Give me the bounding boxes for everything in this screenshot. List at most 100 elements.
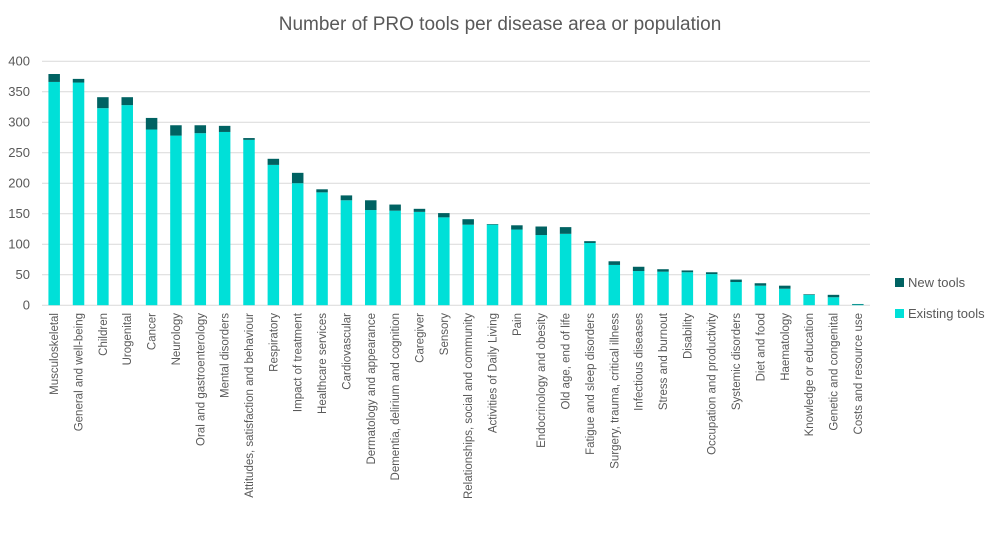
x-tick-label-8: Attitudes, satisfaction and behaviour xyxy=(244,313,256,498)
y-tick-label-400: 400 xyxy=(8,54,30,69)
bar-new-21 xyxy=(559,227,572,234)
x-tick-label-30: Haematology xyxy=(780,313,792,381)
y-tick-label-200: 200 xyxy=(8,176,30,191)
x-tick-label-17: Relationships, social and community xyxy=(463,313,475,499)
bar-new-18 xyxy=(486,224,499,225)
x-tick-label-29: Diet and food xyxy=(755,313,767,381)
legend-label-existing-tools: Existing tools xyxy=(908,305,985,321)
x-tick-label-12: Cardiovascular xyxy=(341,313,353,390)
bar-existing-18 xyxy=(486,224,499,306)
y-tick-label-0: 0 xyxy=(23,298,30,313)
x-tick-label-16: Sensory xyxy=(439,313,451,355)
x-tick-label-15: Caregiver xyxy=(414,313,426,363)
bar-new-4 xyxy=(145,117,158,130)
bar-existing-5 xyxy=(170,135,182,306)
x-tick-label-7: Mental disorders xyxy=(220,313,232,398)
legend-item-existing-tools: Existing tools xyxy=(895,303,985,323)
x-tick-label-9: Respiratory xyxy=(268,313,280,372)
bar-new-30 xyxy=(779,285,791,289)
bar-existing-12 xyxy=(340,200,353,306)
bar-new-31 xyxy=(803,294,815,295)
legend-label-new-tools: New tools xyxy=(908,274,966,290)
x-tick-label-27: Occupation and productivity xyxy=(707,313,719,455)
bar-existing-29 xyxy=(754,285,767,306)
bar-new-7 xyxy=(218,125,231,132)
bar-new-0 xyxy=(48,74,60,82)
bar-existing-0 xyxy=(48,81,60,306)
y-tick-label-300: 300 xyxy=(8,115,30,130)
bar-existing-16 xyxy=(438,217,450,306)
bar-new-11 xyxy=(316,189,328,193)
bar-existing-4 xyxy=(145,129,158,306)
x-tick-label-26: Disability xyxy=(682,313,694,359)
x-tick-label-21: Old age, end of life xyxy=(561,313,573,410)
bar-existing-1 xyxy=(72,82,85,306)
legend-item-new-tools: New tools xyxy=(895,272,985,292)
bar-new-10 xyxy=(291,172,304,184)
y-axis-ticks: 0 50 100 150 200 250 300 350 400 xyxy=(8,54,30,313)
bars xyxy=(48,74,864,306)
bar-existing-6 xyxy=(194,133,207,306)
bar-existing-3 xyxy=(121,105,133,306)
x-tick-label-33: Costs and resource use xyxy=(853,313,865,434)
y-tick-label-250: 250 xyxy=(8,145,30,160)
bar-new-14 xyxy=(389,204,401,211)
bar-existing-8 xyxy=(243,139,255,306)
bar-existing-26 xyxy=(681,272,694,306)
x-tick-label-4: Cancer xyxy=(147,313,159,350)
bar-existing-17 xyxy=(462,224,474,306)
x-tick-label-20: Endocrinology and obesity xyxy=(536,313,548,448)
bar-new-22 xyxy=(584,241,596,243)
x-tick-label-13: Dermatology and appearance xyxy=(366,313,378,465)
bar-new-27 xyxy=(705,272,718,275)
x-tick-label-23: Surgery, trauma, critical illness xyxy=(609,313,621,469)
bar-existing-22 xyxy=(584,242,596,306)
bar-new-1 xyxy=(72,78,85,83)
bar-existing-15 xyxy=(413,211,426,306)
bar-new-17 xyxy=(462,219,474,225)
chart-title: Number of PRO tools per disease area or … xyxy=(278,14,722,35)
bar-new-32 xyxy=(827,294,840,298)
bar-existing-2 xyxy=(97,108,109,306)
legend: New tools Existing tools xyxy=(895,272,985,334)
x-tick-label-19: Pain xyxy=(512,313,524,336)
bar-new-2 xyxy=(97,97,109,109)
bar-new-8 xyxy=(243,138,255,140)
bar-new-24 xyxy=(632,266,645,272)
bar-existing-33 xyxy=(852,304,864,306)
x-tick-label-22: Fatigue and sleep disorders xyxy=(585,313,597,455)
x-tick-label-6: Oral and gastroenterology xyxy=(195,313,207,446)
x-tick-label-10: Impact of treatment xyxy=(293,312,305,412)
x-tick-label-25: Stress and burnout xyxy=(658,312,670,410)
x-tick-label-14: Dementia, delirium and cognition xyxy=(390,313,402,480)
x-tick-label-31: Knowledge or education xyxy=(804,313,816,436)
gridlines xyxy=(42,60,870,306)
x-tick-label-32: Genetic and congenital xyxy=(828,313,840,431)
x-tick-label-28: Systemic disorders xyxy=(731,313,743,410)
bar-existing-30 xyxy=(779,288,791,306)
bar-existing-21 xyxy=(559,233,572,306)
bar-new-16 xyxy=(438,213,450,218)
bar-existing-25 xyxy=(657,271,669,306)
bar-new-25 xyxy=(657,269,669,272)
bar-existing-14 xyxy=(389,210,401,306)
x-tick-label-3: Urogenital xyxy=(122,313,134,365)
bar-new-20 xyxy=(535,226,547,236)
bar-existing-24 xyxy=(632,271,645,306)
y-tick-label-150: 150 xyxy=(8,206,30,221)
x-tick-label-18: Activities of Daily Living xyxy=(488,313,500,433)
bar-new-28 xyxy=(730,279,742,283)
bar-existing-28 xyxy=(730,282,742,306)
bar-new-23 xyxy=(608,261,621,265)
y-tick-label-50: 50 xyxy=(16,267,30,282)
bar-existing-19 xyxy=(511,229,523,306)
bar-new-6 xyxy=(194,125,207,134)
bar-existing-23 xyxy=(608,264,621,306)
bar-new-13 xyxy=(365,200,377,211)
bar-new-5 xyxy=(170,125,182,136)
y-tick-label-350: 350 xyxy=(8,84,30,99)
bar-new-19 xyxy=(511,225,523,230)
legend-swatch-existing-tools xyxy=(895,308,904,318)
bar-existing-13 xyxy=(365,210,377,306)
